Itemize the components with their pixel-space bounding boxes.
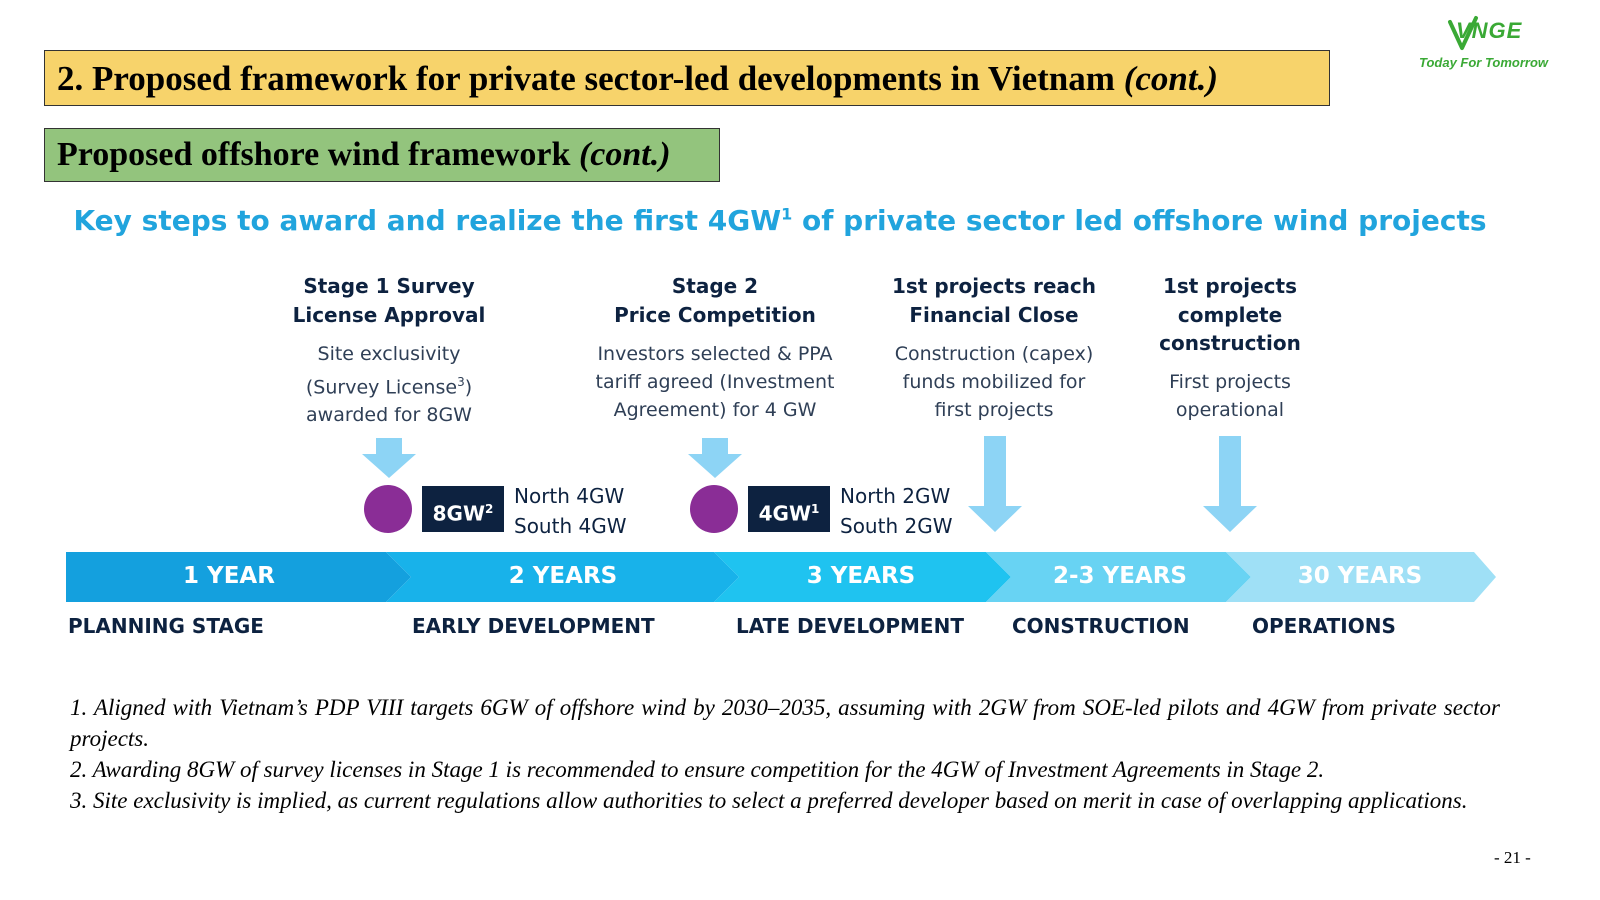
timeline-bar bbox=[66, 552, 1496, 602]
stage-3-desc-line1: Construction (capex) bbox=[894, 343, 1094, 365]
timeline-segment-3 bbox=[714, 552, 1011, 602]
stage-2-title-line1: Stage 2 bbox=[671, 274, 759, 298]
stage-2-desc-line2: tariff agreed (Investment bbox=[595, 371, 835, 393]
timeline-segment-2 bbox=[386, 552, 739, 602]
stage-4-title-line2: complete bbox=[1177, 302, 1283, 327]
stage-1-desc-line2-close: ) bbox=[464, 376, 473, 399]
stage-1-milestone-dot bbox=[364, 485, 412, 533]
stage-1-desc-line2-text: (Survey License bbox=[305, 376, 458, 399]
stage-3-title-line1: 1st projects reach bbox=[892, 274, 1096, 298]
phase-label-4: CONSTRUCTION bbox=[1012, 614, 1190, 638]
stage-1-title: Stage 1 Survey License Approval bbox=[278, 272, 500, 330]
badge-8gw: 8GW2 bbox=[422, 486, 504, 532]
region-south-4gw: South 4GW bbox=[514, 514, 627, 538]
heading-text-cont: of private sector led offshore wind proj… bbox=[792, 204, 1487, 237]
stage-1-down-arrow-icon bbox=[362, 438, 416, 478]
timeline-duration-2: 2 YEARS bbox=[508, 563, 618, 589]
stage-1-desc-line2: (Survey License3) bbox=[268, 368, 510, 401]
main-title-text: 2. Proposed framework for private sector… bbox=[57, 59, 1115, 98]
stage-4-title-line3: construction bbox=[1159, 331, 1301, 355]
stage-2-title-line2: Price Competition bbox=[614, 303, 816, 327]
stage-2-desc-line1: Investors selected & PPA bbox=[597, 343, 833, 365]
heading-text: Key steps to award and realize the first… bbox=[73, 204, 782, 237]
region-north-4gw: North 4GW bbox=[514, 484, 625, 508]
region-north-2gw: North 2GW bbox=[840, 484, 951, 508]
timeline-duration-1: 1 YEAR bbox=[183, 563, 275, 589]
logo-mark-icon bbox=[1448, 16, 1478, 50]
region-south-2gw: South 2GW bbox=[840, 514, 953, 538]
phase-label-2: EARLY DEVELOPMENT bbox=[412, 614, 655, 638]
footnote-2: 2. Awarding 8GW of survey licenses in St… bbox=[70, 757, 1325, 782]
sub-title-suffix: (cont.) bbox=[578, 136, 671, 173]
stage-1-description: Site exclusivity (Survey License3) award… bbox=[268, 340, 510, 429]
stage-1-desc-line1: Site exclusivity bbox=[317, 343, 461, 365]
timeline-segment-5 bbox=[1226, 552, 1496, 602]
timeline-duration-3: 3 YEARS bbox=[806, 563, 916, 589]
badge-8gw-regions: North 4GW South 4GW bbox=[514, 481, 626, 541]
stage-3-title-line2: Financial Close bbox=[909, 303, 1079, 327]
page-number: - 21 - bbox=[1494, 848, 1531, 867]
phase-label-5: OPERATIONS bbox=[1252, 614, 1396, 638]
badge-8gw-value: 8GW bbox=[432, 501, 486, 526]
stage-1-title-line2: License Approval bbox=[292, 303, 486, 327]
badge-4gw-value: 4GW bbox=[758, 501, 812, 526]
stage-3-title: 1st projects reach Financial Close bbox=[872, 272, 1116, 330]
logo-text: VNGE bbox=[1456, 18, 1523, 43]
main-title-suffix: (cont.) bbox=[1123, 59, 1218, 98]
sub-title: Proposed offshore wind framework (cont.) bbox=[44, 128, 720, 182]
badge-4gw-sup: 1 bbox=[811, 502, 820, 516]
heading-sup: 1 bbox=[781, 204, 793, 224]
stage-4-description: First projects operational bbox=[1130, 368, 1330, 424]
phase-label-3: LATE DEVELOPMENT bbox=[736, 614, 964, 638]
stage-2-down-arrow-icon bbox=[688, 438, 742, 478]
stage-1-title-line1: Stage 1 Survey bbox=[303, 274, 475, 298]
timeline-duration-5: 30 YEARS bbox=[1297, 563, 1423, 589]
footnotes: 1. Aligned with Vietnam’s PDP VIII targe… bbox=[70, 692, 1500, 816]
stage-1-desc-line3: awarded for 8GW bbox=[306, 404, 472, 427]
stage-3-desc-line2: funds mobilized for bbox=[902, 371, 1086, 393]
section-heading: Key steps to award and realize the first… bbox=[0, 204, 1560, 237]
stage-4-title: 1st projects complete construction bbox=[1130, 272, 1330, 358]
footnote-3: 3. Site exclusivity is implied, as curre… bbox=[70, 788, 1468, 813]
logo-tagline: Today For Tomorrow bbox=[1419, 55, 1549, 70]
stage-3-description: Construction (capex) funds mobilized for… bbox=[872, 340, 1116, 424]
timeline-segment-4 bbox=[986, 552, 1251, 602]
stage-2-description: Investors selected & PPA tariff agreed (… bbox=[574, 340, 856, 424]
footnote-1: 1. Aligned with Vietnam’s PDP VIII targe… bbox=[70, 695, 1500, 751]
stage-2-milestone-dot bbox=[690, 485, 738, 533]
sub-title-text: Proposed offshore wind framework bbox=[57, 136, 571, 173]
main-title: 2. Proposed framework for private sector… bbox=[44, 50, 1330, 106]
timeline-segment-1 bbox=[66, 552, 411, 602]
badge-4gw: 4GW1 bbox=[748, 486, 830, 532]
stage-4-desc-line1: First projects bbox=[1169, 371, 1291, 393]
stage-2-desc-line3: Agreement) for 4 GW bbox=[613, 399, 817, 421]
stage-4-down-arrow-icon bbox=[1203, 436, 1257, 532]
stage-2-title: Stage 2 Price Competition bbox=[584, 272, 846, 330]
badge-4gw-regions: North 2GW South 2GW bbox=[840, 481, 952, 541]
stage-1-desc-sup: 3 bbox=[457, 375, 465, 389]
stage-4-desc-line2: operational bbox=[1175, 399, 1285, 421]
timeline-duration-4: 2-3 YEARS bbox=[1052, 563, 1187, 589]
badge-8gw-sup: 2 bbox=[485, 502, 494, 516]
phase-label-1: PLANNING STAGE bbox=[68, 614, 264, 638]
stage-4-title-line1: 1st projects bbox=[1162, 274, 1297, 298]
vnge-logo: VNGE Today For Tomorrow bbox=[1416, 8, 1556, 78]
stage-3-desc-line3: first projects bbox=[934, 399, 1054, 421]
stage-3-down-arrow-icon bbox=[968, 436, 1022, 532]
